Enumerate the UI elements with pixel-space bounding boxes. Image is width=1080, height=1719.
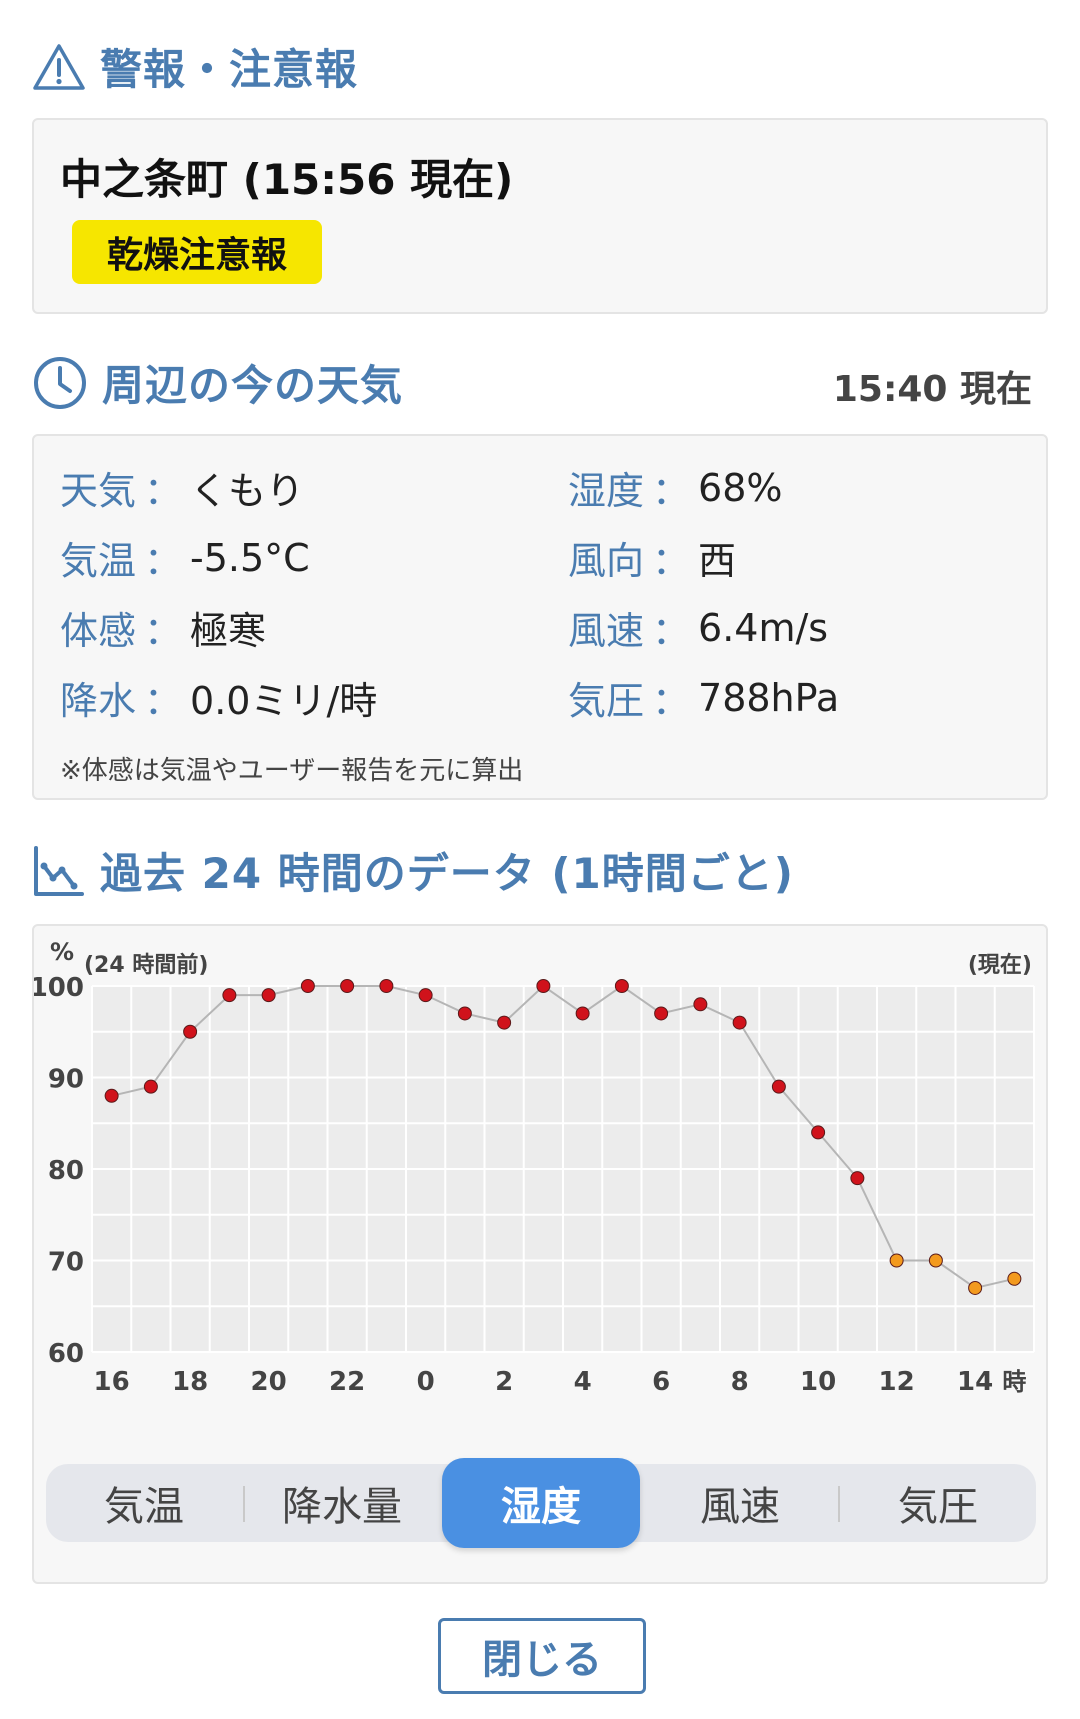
- wind-direction-row: 風向：西: [568, 530, 736, 585]
- y-tick-label: 60: [48, 1339, 84, 1369]
- x-tick-label: 0: [417, 1367, 435, 1397]
- humidity-data-point: [654, 1006, 669, 1021]
- humidity-data-point: [811, 1125, 826, 1140]
- current-weather-time: 15:40 現在: [832, 369, 1032, 410]
- pressure-row: 気圧： 788hPa: [568, 670, 839, 725]
- x-tick-label: 14: [957, 1367, 993, 1397]
- tab-divider: [243, 1486, 245, 1522]
- humidity-data-point: [261, 988, 276, 1003]
- x-tick-label: 12: [879, 1367, 915, 1397]
- tab-precipitation[interactable]: 降水量: [282, 1484, 402, 1530]
- x-tick-label: 6: [652, 1367, 670, 1397]
- humidity-data-point: [850, 1171, 865, 1186]
- humidity-row: 湿度： 68%: [568, 460, 783, 515]
- current-weather-card: 天気：くもり 湿度： 68% 気温： -5.5°C 風向：西 体感：極寒 風速： 6.…: [32, 434, 1048, 800]
- pressure-value: 788hPa: [698, 675, 840, 720]
- chart-trend-icon: [34, 845, 84, 896]
- wind-speed-value: 6.4m/s: [698, 605, 829, 650]
- humidity-label: 湿度: [568, 469, 645, 513]
- feels-like-label: 体感: [60, 609, 137, 653]
- humidity-data-point: [300, 979, 315, 993]
- humidity-data-point: [418, 988, 433, 1003]
- pressure-label: 気圧: [568, 679, 645, 723]
- precipitation-row: 降水： 0.0ミリ/時: [60, 670, 377, 725]
- temperature-row: 気温： -5.5°C: [60, 530, 310, 585]
- humidity-data-point: [340, 979, 355, 993]
- chart-start-note: (24 時間前): [84, 952, 208, 978]
- tab-temperature[interactable]: 気温: [104, 1484, 184, 1530]
- feels-like-value: 極寒: [190, 609, 267, 653]
- x-axis-unit: 時: [1002, 1368, 1026, 1396]
- humidity-data-point: [732, 1015, 747, 1030]
- humidity-data-point: [693, 997, 708, 1012]
- humidity-data-point: [889, 1253, 904, 1268]
- humidity-data-point: [379, 979, 394, 993]
- warning-area: 中之条町 (15:56 現在): [60, 155, 514, 204]
- wind-direction-value: 西: [698, 539, 737, 583]
- y-tick-label: 100: [34, 973, 84, 1003]
- humidity-data-point: [497, 1015, 512, 1030]
- precipitation-label: 降水: [60, 679, 137, 723]
- x-tick-label: 16: [94, 1367, 130, 1397]
- x-tick-label: 22: [329, 1367, 365, 1397]
- y-tick-label: 90: [48, 1065, 84, 1095]
- weather-value: くもり: [190, 469, 305, 513]
- temperature-label: 気温: [60, 539, 137, 583]
- wind-direction-label: 風向: [568, 539, 645, 583]
- humidity-data-point: [928, 1253, 943, 1268]
- precipitation-value: 0.0ミリ/時: [190, 679, 378, 723]
- humidity-data-point: [222, 988, 237, 1003]
- humidity-data-point: [104, 1088, 119, 1103]
- weather-row: 天気：くもり: [60, 460, 304, 515]
- x-tick-label: 8: [731, 1367, 749, 1397]
- x-tick-label: 10: [800, 1367, 836, 1397]
- x-tick-label: 2: [495, 1367, 513, 1397]
- weather-label: 天気: [60, 469, 137, 513]
- past-data-title: 過去 24 時間のデータ (1時間ごと): [100, 849, 794, 898]
- feels-like-note: ※体感は気温やユーザー報告を元に算出: [60, 756, 524, 786]
- humidity-data-point: [183, 1024, 198, 1039]
- wind-speed-label: 風速: [568, 609, 645, 653]
- humidity-data-point: [575, 1006, 590, 1021]
- metric-tab-bar: 気温 降水量 湿度 風速 気圧: [46, 1458, 1036, 1548]
- x-tick-label: 18: [172, 1367, 208, 1397]
- current-weather-header: 周辺の今の天気: [32, 352, 403, 413]
- warning-badge[interactable]: 乾燥注意報: [72, 220, 322, 284]
- warnings-title: 警報・注意報: [100, 45, 359, 94]
- warnings-card: 中之条町 (15:56 現在) 乾燥注意報: [32, 118, 1048, 314]
- y-axis-unit: %: [50, 938, 74, 966]
- chart-end-note: (現在): [968, 952, 1032, 978]
- tab-divider: [838, 1486, 840, 1522]
- temperature-value: -5.5°C: [190, 535, 310, 580]
- y-tick-label: 70: [48, 1248, 84, 1278]
- chart-card: 100 90 80 70 60% (24 時間前) (現在) 16 18 20 22 0 2 4 6 8 10 1…: [32, 924, 1048, 1584]
- tab-pressure[interactable]: 気圧: [898, 1484, 978, 1530]
- x-tick-label: 4: [574, 1367, 592, 1397]
- humidity-data-point: [968, 1280, 983, 1295]
- y-tick-label: 80: [48, 1156, 84, 1186]
- humidity-data-point: [614, 979, 629, 993]
- close-button[interactable]: 閉じる: [438, 1618, 646, 1694]
- clock-icon: [34, 356, 86, 409]
- humidity-data-point: [143, 1079, 158, 1094]
- humidity-value: 68%: [698, 465, 783, 510]
- humidity-chart: 100 90 80 70 60% (24 時間前) (現在) 16 18 20 22 0 2 4 6 8 10 1…: [34, 938, 1035, 1397]
- humidity-data-point: [771, 1079, 786, 1094]
- current-weather-title: 周辺の今の天気: [102, 361, 404, 410]
- warnings-header: 警報・注意報: [32, 36, 358, 97]
- feels-like-row: 体感：極寒: [60, 600, 266, 655]
- humidity-data-point: [1007, 1271, 1022, 1286]
- wind-speed-row: 風速： 6.4m/s: [568, 600, 828, 655]
- warning-icon: [33, 43, 85, 90]
- humidity-data-point: [536, 979, 551, 993]
- humidity-data-point: [457, 1006, 472, 1021]
- tab-humidity[interactable]: 湿度: [442, 1458, 640, 1548]
- x-tick-label: 20: [251, 1367, 287, 1397]
- past-data-header: 過去 24 時間のデータ (1時間ごと): [32, 840, 794, 901]
- tab-wind-speed[interactable]: 風速: [700, 1484, 780, 1530]
